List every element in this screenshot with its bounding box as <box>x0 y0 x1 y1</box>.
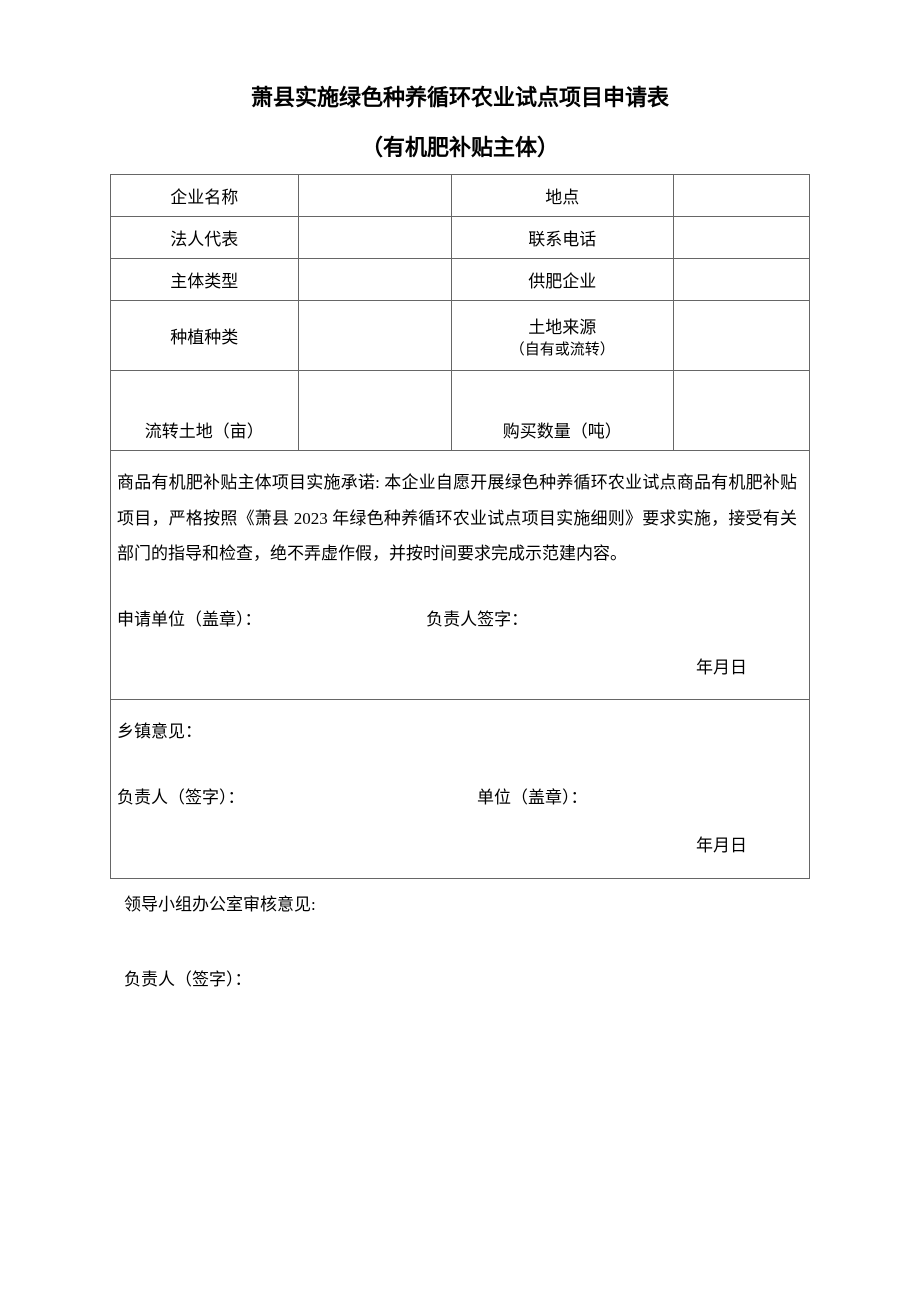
transfer-land-label: 流转土地（亩） <box>111 371 299 451</box>
table-row: 种植种类 土地来源 （自有或流转） <box>111 301 810 371</box>
table-row: 企业名称 地点 <box>111 175 810 217</box>
phone-label: 联系电话 <box>451 217 673 259</box>
commitment-cell: 商品有机肥补贴主体项目实施承诺: 本企业自愿开展绿色种养循环农业试点商品有机肥补… <box>111 451 810 700</box>
company-name-value[interactable] <box>298 175 451 217</box>
apply-unit-label: 申请单位（盖章）： <box>117 602 426 638</box>
land-source-value[interactable] <box>673 301 809 371</box>
land-source-label: 土地来源 （自有或流转） <box>451 301 673 371</box>
date-label-2: 年月日 <box>117 828 797 864</box>
land-source-main: 土地来源 <box>458 313 667 338</box>
transfer-land-value[interactable] <box>298 371 451 451</box>
page-subtitle: （有机肥补贴主体） <box>110 130 810 162</box>
location-label: 地点 <box>451 175 673 217</box>
table-row: 法人代表 联系电话 <box>111 217 810 259</box>
entity-type-label: 主体类型 <box>111 259 299 301</box>
purchase-qty-label: 购买数量（吨） <box>451 371 673 451</box>
office-review-section: 领导小组办公室审核意见: 负责人（签字）： <box>110 879 810 1006</box>
supplier-label: 供肥企业 <box>451 259 673 301</box>
legal-rep-value[interactable] <box>298 217 451 259</box>
office-review-label: 领导小组办公室审核意见: <box>124 887 798 923</box>
legal-rep-label: 法人代表 <box>111 217 299 259</box>
responsible-sign-label: 负责人签字： <box>426 602 797 638</box>
responsible-sign2-label: 负责人（签字）： <box>117 780 437 816</box>
crop-type-value[interactable] <box>298 301 451 371</box>
responsible-sign3-label: 负责人（签字）： <box>124 962 798 998</box>
company-name-label: 企业名称 <box>111 175 299 217</box>
unit-stamp-label: 单位（盖章）： <box>437 780 797 816</box>
supplier-value[interactable] <box>673 259 809 301</box>
purchase-qty-value[interactable] <box>673 371 809 451</box>
township-opinion-label: 乡镇意见： <box>117 714 797 750</box>
table-row: 主体类型 供肥企业 <box>111 259 810 301</box>
application-table: 企业名称 地点 法人代表 联系电话 主体类型 供肥企业 种植种类 土地来源 （自… <box>110 174 810 879</box>
location-value[interactable] <box>673 175 809 217</box>
table-row: 商品有机肥补贴主体项目实施承诺: 本企业自愿开展绿色种养循环农业试点商品有机肥补… <box>111 451 810 700</box>
entity-type-value[interactable] <box>298 259 451 301</box>
township-cell: 乡镇意见： 负责人（签字）： 单位（盖章）： 年月日 <box>111 700 810 878</box>
crop-type-label: 种植种类 <box>111 301 299 371</box>
page-title: 萧县实施绿色种养循环农业试点项目申请表 <box>110 80 810 112</box>
date-label-1: 年月日 <box>117 650 797 686</box>
phone-value[interactable] <box>673 217 809 259</box>
table-row: 乡镇意见： 负责人（签字）： 单位（盖章）： 年月日 <box>111 700 810 878</box>
commitment-text: 商品有机肥补贴主体项目实施承诺: 本企业自愿开展绿色种养循环农业试点商品有机肥补… <box>117 473 797 563</box>
land-source-note: （自有或流转） <box>458 338 667 359</box>
table-row: 流转土地（亩） 购买数量（吨） <box>111 371 810 451</box>
